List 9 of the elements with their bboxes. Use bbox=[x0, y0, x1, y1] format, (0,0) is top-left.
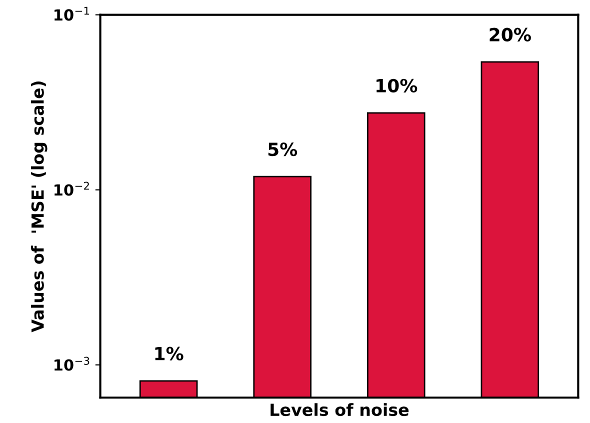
y-axis-title: Values of 'MSE' (log scale) bbox=[31, 81, 48, 332]
y-tick-label: 10$^{−1}$ bbox=[54, 6, 90, 21]
x-tick-label: 1% bbox=[155, 346, 184, 360]
x-tick-label: 5% bbox=[268, 142, 298, 156]
y-tick-label: 10$^{−3}$ bbox=[54, 356, 90, 371]
x-axis-title: Levels of noise bbox=[270, 403, 409, 416]
y-tick-label: 10$^{−2}$ bbox=[54, 182, 89, 196]
x-tick-label: 20% bbox=[490, 28, 531, 42]
x-tick-label: 10% bbox=[376, 78, 418, 92]
